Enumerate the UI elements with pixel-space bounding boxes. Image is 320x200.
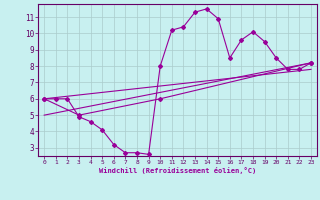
X-axis label: Windchill (Refroidissement éolien,°C): Windchill (Refroidissement éolien,°C)	[99, 167, 256, 174]
